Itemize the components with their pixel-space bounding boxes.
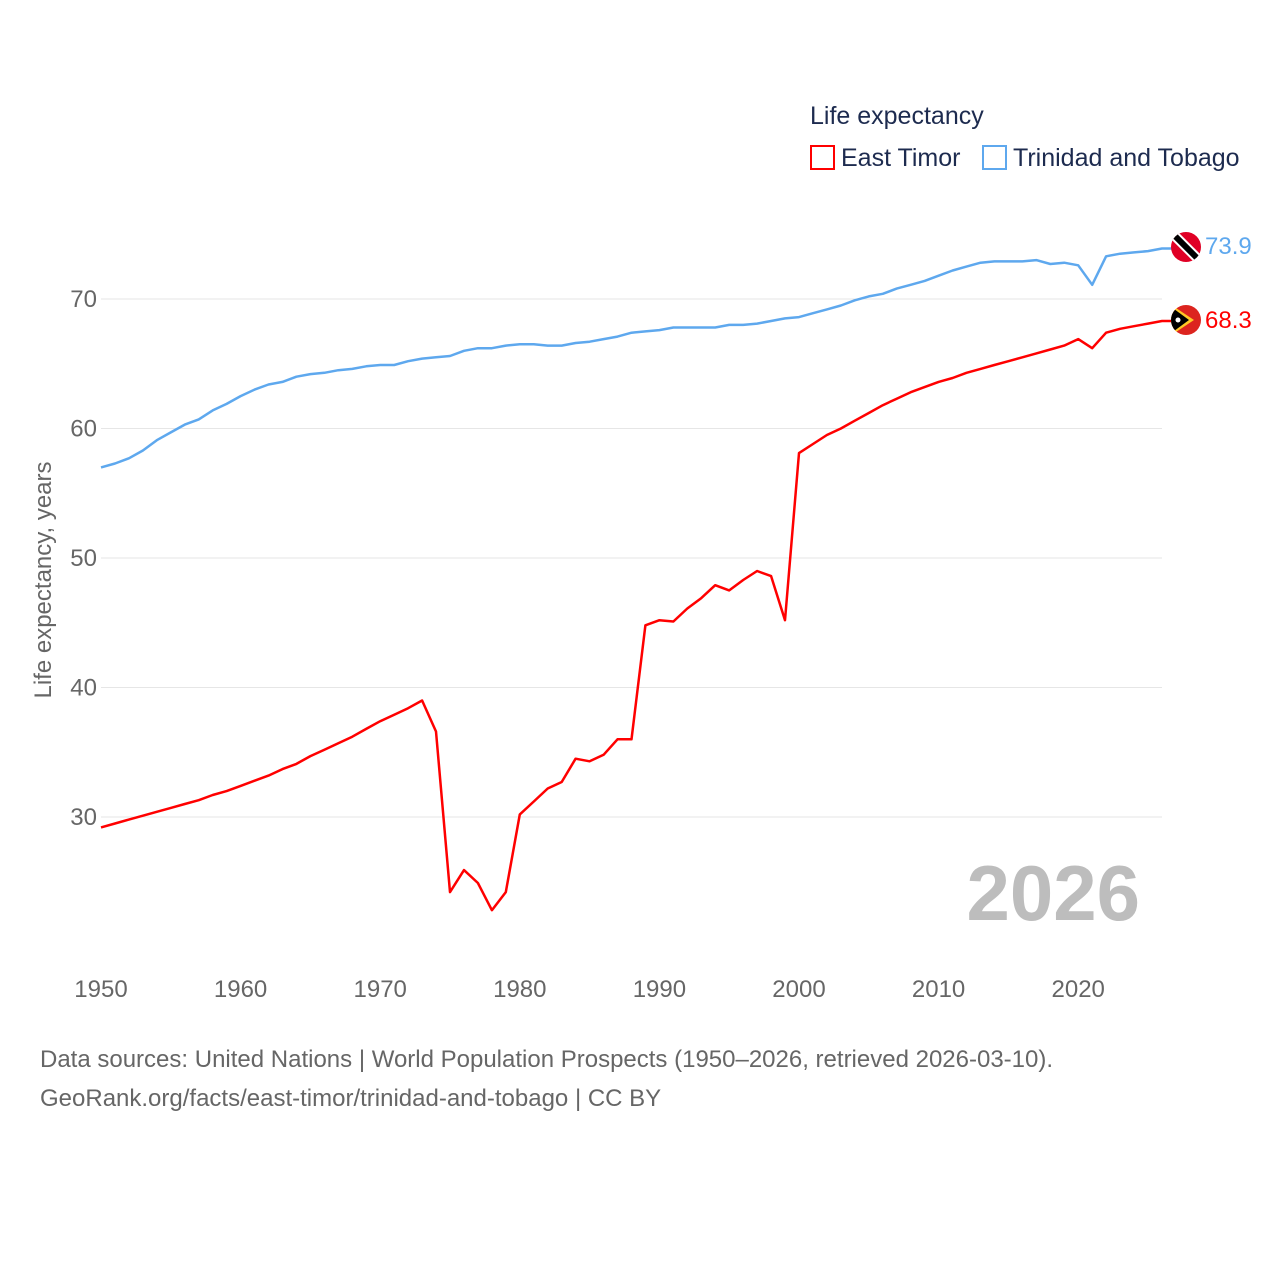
source-line-2[interactable]: GeoRank.org/facts/east-timor/trinidad-an… [40,1085,662,1112]
trinidad-end-value: 73.9 [1205,233,1252,260]
legend: Life expectancy East Timor Trinidad and … [810,102,1240,172]
x-tick-label: 2010 [912,976,965,1003]
y-tick-label: 60 [70,416,97,443]
y-tick-label: 50 [70,545,97,572]
x-tick-label: 1970 [354,976,407,1003]
x-tick-label: 1990 [633,976,686,1003]
east-timor-end-value: 68.3 [1205,307,1252,334]
legend-label-east-timor[interactable]: East Timor [841,144,960,172]
trinidad-flag-icon [1171,232,1201,262]
series-line-east-timor[interactable] [100,319,1172,912]
y-axis-label: Life expectancy, years [30,461,57,698]
x-tick-label: 1950 [74,976,127,1003]
x-tick-label: 1980 [493,976,546,1003]
legend-swatch-east-timor[interactable] [810,145,835,170]
x-tick-label: 2020 [1052,976,1105,1003]
y-tick-label: 70 [70,286,97,313]
legend-swatch-trinidad[interactable] [982,145,1007,170]
series-line-trinidad-and-tobago[interactable] [100,247,1172,469]
east-timor-flag-icon [1171,305,1201,335]
y-tick-label: 30 [70,804,97,831]
year-label: 2026 [966,849,1140,937]
legend-title: Life expectancy [810,102,984,130]
x-tick-label: 2000 [772,976,825,1003]
legend-label-trinidad[interactable]: Trinidad and Tobago [1013,144,1240,172]
y-tick-label: 40 [70,675,97,702]
x-tick-label: 1960 [214,976,267,1003]
source-line-1: Data sources: United Nations | World Pop… [40,1046,1054,1073]
